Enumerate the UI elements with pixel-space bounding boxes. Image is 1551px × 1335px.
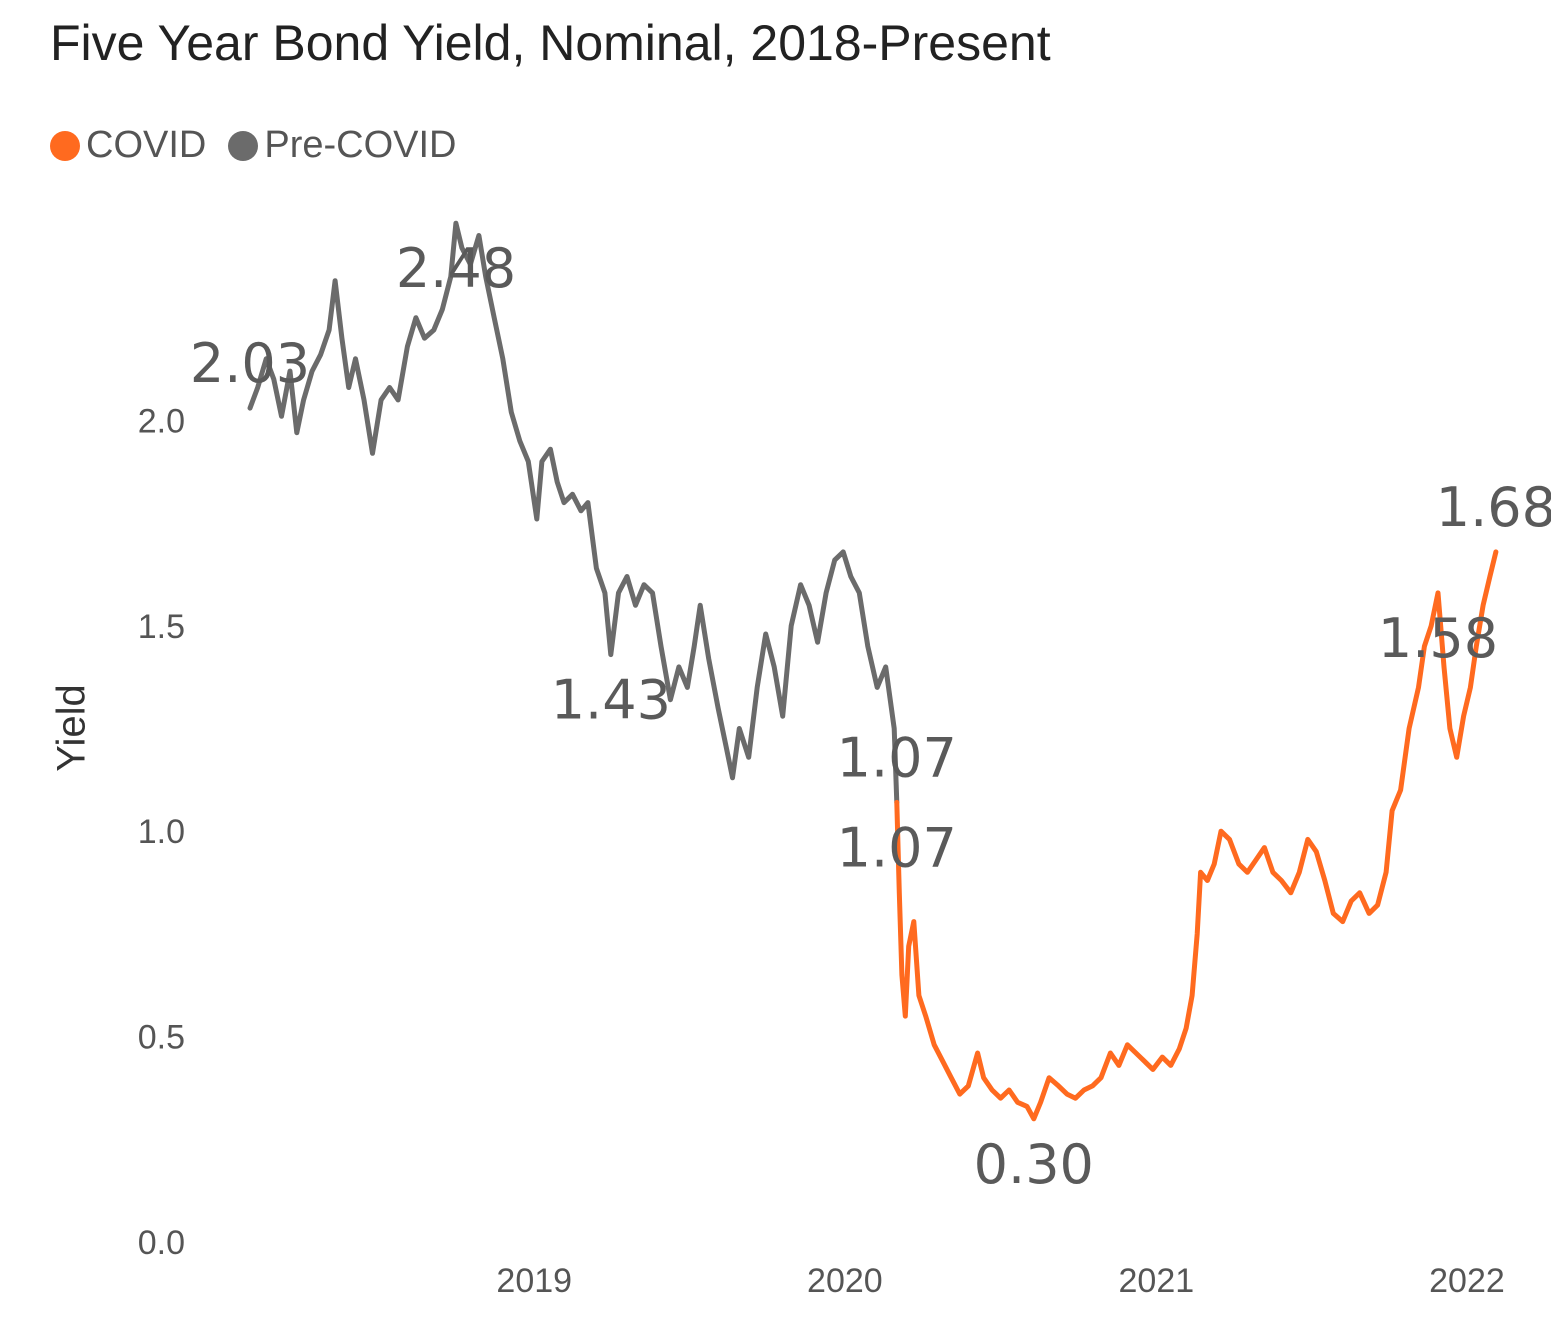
legend-marker-pre-covid	[228, 130, 259, 161]
legend-item-pre-covid[interactable]: Pre-COVID	[228, 124, 457, 167]
y-axis-ticks: 0.0 0.5 1.0 1.5 2.0	[138, 402, 185, 1262]
y-tick-label: 1.0	[138, 813, 185, 851]
legend: COVID Pre-COVID	[50, 124, 479, 167]
legend-item-covid[interactable]: COVID	[50, 124, 206, 167]
y-tick-label: 0.0	[138, 1224, 185, 1262]
data-label: 1.07	[837, 816, 957, 879]
data-label: 2.03	[190, 332, 310, 395]
series-layer	[247, 220, 1499, 1122]
data-label: 1.68	[1436, 476, 1551, 539]
legend-marker-covid	[50, 130, 80, 161]
data-label: 1.58	[1378, 607, 1498, 670]
x-axis-ticks: 2019 2020 2021 2022	[496, 1262, 1504, 1300]
y-tick-label: 1.5	[138, 608, 185, 646]
x-tick-label: 2022	[1429, 1262, 1505, 1300]
legend-label-covid: COVID	[86, 124, 207, 166]
data-labels: 2.03 2.48 1.43 1.07 1.07 0.30 1.58 1.68	[190, 237, 1551, 1196]
y-tick-label: 2.0	[138, 402, 185, 440]
chart-title: Five Year Bond Yield, Nominal, 2018-Pres…	[50, 15, 1051, 71]
y-tick-label: 0.5	[138, 1019, 185, 1057]
data-label: 0.30	[974, 1133, 1094, 1196]
series-line-covid	[894, 549, 1499, 1122]
legend-label-pre-covid: Pre-COVID	[264, 124, 457, 166]
data-label: 1.43	[551, 669, 671, 732]
data-label: 2.48	[396, 237, 516, 300]
x-tick-label: 2021	[1119, 1262, 1195, 1300]
data-label: 1.07	[837, 726, 957, 789]
series-line-pre-covid	[247, 220, 900, 805]
x-tick-label: 2020	[807, 1262, 883, 1300]
x-tick-label: 2019	[496, 1262, 572, 1300]
